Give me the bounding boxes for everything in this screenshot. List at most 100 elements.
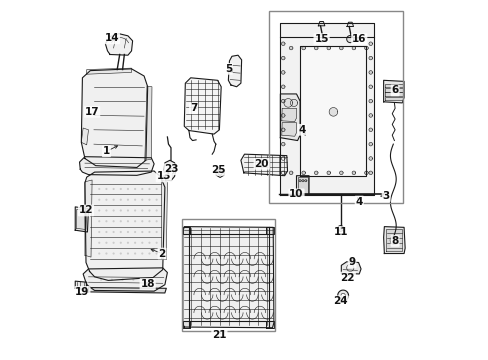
Polygon shape bbox=[98, 220, 100, 222]
Polygon shape bbox=[161, 180, 167, 260]
Polygon shape bbox=[300, 45, 366, 176]
Text: 10: 10 bbox=[289, 189, 303, 199]
Polygon shape bbox=[148, 242, 150, 244]
Polygon shape bbox=[216, 168, 224, 177]
Polygon shape bbox=[351, 171, 355, 175]
Polygon shape bbox=[105, 210, 107, 212]
Polygon shape bbox=[88, 288, 166, 293]
Polygon shape bbox=[148, 188, 150, 190]
Polygon shape bbox=[265, 320, 273, 328]
Polygon shape bbox=[105, 231, 107, 233]
Polygon shape bbox=[281, 42, 285, 45]
Polygon shape bbox=[183, 320, 190, 328]
Text: 14: 14 bbox=[104, 33, 119, 43]
Polygon shape bbox=[148, 231, 150, 233]
Bar bbox=[182, 220, 274, 330]
Polygon shape bbox=[304, 180, 306, 182]
Text: 16: 16 bbox=[351, 34, 366, 44]
Polygon shape bbox=[120, 188, 122, 190]
Polygon shape bbox=[368, 114, 372, 117]
Polygon shape bbox=[134, 242, 136, 244]
Polygon shape bbox=[112, 210, 115, 212]
Polygon shape bbox=[368, 56, 372, 60]
Polygon shape bbox=[85, 171, 164, 280]
Polygon shape bbox=[105, 220, 107, 222]
Polygon shape bbox=[126, 252, 129, 255]
Polygon shape bbox=[289, 171, 292, 175]
Polygon shape bbox=[100, 279, 102, 281]
Polygon shape bbox=[155, 242, 158, 244]
Polygon shape bbox=[364, 46, 367, 50]
Polygon shape bbox=[297, 177, 307, 194]
Polygon shape bbox=[98, 199, 100, 201]
Polygon shape bbox=[301, 171, 305, 175]
Polygon shape bbox=[368, 128, 372, 132]
Polygon shape bbox=[292, 191, 300, 197]
Polygon shape bbox=[314, 171, 317, 175]
Polygon shape bbox=[218, 171, 222, 175]
Text: 3: 3 bbox=[382, 191, 389, 201]
Polygon shape bbox=[141, 210, 143, 212]
Polygon shape bbox=[134, 231, 136, 233]
Polygon shape bbox=[132, 279, 134, 281]
Polygon shape bbox=[141, 199, 143, 201]
Text: 11: 11 bbox=[333, 227, 347, 237]
Polygon shape bbox=[155, 220, 158, 222]
Text: 25: 25 bbox=[211, 165, 225, 175]
Polygon shape bbox=[134, 220, 136, 222]
Text: 7: 7 bbox=[189, 103, 197, 113]
Polygon shape bbox=[368, 171, 372, 175]
Polygon shape bbox=[155, 188, 158, 190]
Polygon shape bbox=[120, 220, 122, 222]
Polygon shape bbox=[77, 210, 86, 229]
Polygon shape bbox=[110, 279, 113, 281]
Polygon shape bbox=[368, 71, 372, 74]
Polygon shape bbox=[346, 264, 353, 271]
Text: 13: 13 bbox=[156, 171, 171, 181]
Text: 6: 6 bbox=[391, 85, 398, 95]
Polygon shape bbox=[126, 188, 129, 190]
Polygon shape bbox=[281, 128, 285, 132]
Polygon shape bbox=[144, 86, 152, 160]
Polygon shape bbox=[281, 71, 285, 74]
Polygon shape bbox=[112, 220, 115, 222]
Text: 2: 2 bbox=[158, 248, 165, 258]
Text: 22: 22 bbox=[340, 273, 354, 283]
Polygon shape bbox=[75, 207, 88, 232]
Polygon shape bbox=[351, 46, 355, 50]
Text: 8: 8 bbox=[391, 236, 398, 246]
Polygon shape bbox=[296, 176, 308, 195]
Polygon shape bbox=[281, 99, 285, 103]
Polygon shape bbox=[105, 188, 107, 190]
Polygon shape bbox=[383, 80, 403, 103]
Polygon shape bbox=[134, 210, 136, 212]
Polygon shape bbox=[126, 210, 129, 212]
Polygon shape bbox=[120, 252, 122, 255]
Polygon shape bbox=[384, 93, 402, 96]
Polygon shape bbox=[141, 252, 143, 255]
Polygon shape bbox=[148, 252, 150, 255]
Text: 20: 20 bbox=[254, 159, 268, 169]
Polygon shape bbox=[318, 22, 324, 26]
Polygon shape bbox=[281, 108, 296, 122]
Polygon shape bbox=[241, 154, 287, 176]
Polygon shape bbox=[317, 35, 325, 42]
Polygon shape bbox=[126, 220, 129, 222]
Polygon shape bbox=[98, 252, 100, 255]
Polygon shape bbox=[112, 231, 115, 233]
Text: 19: 19 bbox=[75, 287, 89, 297]
Polygon shape bbox=[86, 68, 131, 74]
Polygon shape bbox=[289, 46, 292, 50]
Polygon shape bbox=[148, 199, 150, 201]
Polygon shape bbox=[183, 226, 273, 328]
Polygon shape bbox=[155, 252, 158, 255]
Polygon shape bbox=[168, 168, 174, 174]
Polygon shape bbox=[153, 279, 156, 281]
Polygon shape bbox=[184, 78, 221, 134]
Polygon shape bbox=[386, 229, 402, 251]
Polygon shape bbox=[120, 242, 122, 244]
Polygon shape bbox=[368, 85, 372, 89]
Polygon shape bbox=[80, 157, 154, 175]
Text: 24: 24 bbox=[333, 296, 347, 306]
Polygon shape bbox=[290, 99, 297, 107]
